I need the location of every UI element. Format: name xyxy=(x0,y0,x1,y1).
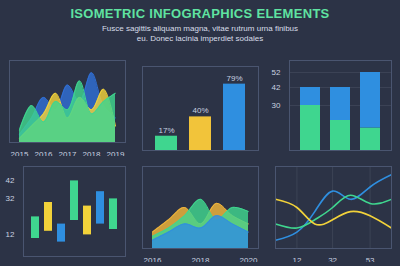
svg-text:2016: 2016 xyxy=(35,150,53,156)
svg-text:42: 42 xyxy=(6,176,15,185)
svg-text:2016: 2016 xyxy=(144,256,162,262)
html-text:ISOMETRIC INFOGRAPHICS ELEMENT: ISOMETRIC INFOGRAPHICS ELEMENTS xyxy=(70,6,330,21)
svg-text:32: 32 xyxy=(6,194,15,203)
svg-text:2018: 2018 xyxy=(83,150,101,156)
svg-text:52: 52 xyxy=(272,68,281,77)
svg-text:2019: 2019 xyxy=(107,150,125,156)
svg-text:2018: 2018 xyxy=(192,256,210,262)
svg-text:2017: 2017 xyxy=(59,150,77,156)
svg-text:53: 53 xyxy=(366,256,375,262)
svg-text:12: 12 xyxy=(6,230,15,239)
svg-text:30: 30 xyxy=(272,101,281,110)
html-text:Fusce sagittis aliquam magna,: Fusce sagittis aliquam magna, vitae rutr… xyxy=(102,24,298,43)
svg-text:17%: 17% xyxy=(158,126,174,135)
svg-text:42: 42 xyxy=(272,83,281,92)
svg-text:2020: 2020 xyxy=(240,256,258,262)
svg-text:40%: 40% xyxy=(192,106,208,115)
svg-text:2015: 2015 xyxy=(11,150,29,156)
svg-text:79%: 79% xyxy=(226,74,242,83)
svg-text:32: 32 xyxy=(328,256,337,262)
svg-text:12: 12 xyxy=(292,256,301,262)
